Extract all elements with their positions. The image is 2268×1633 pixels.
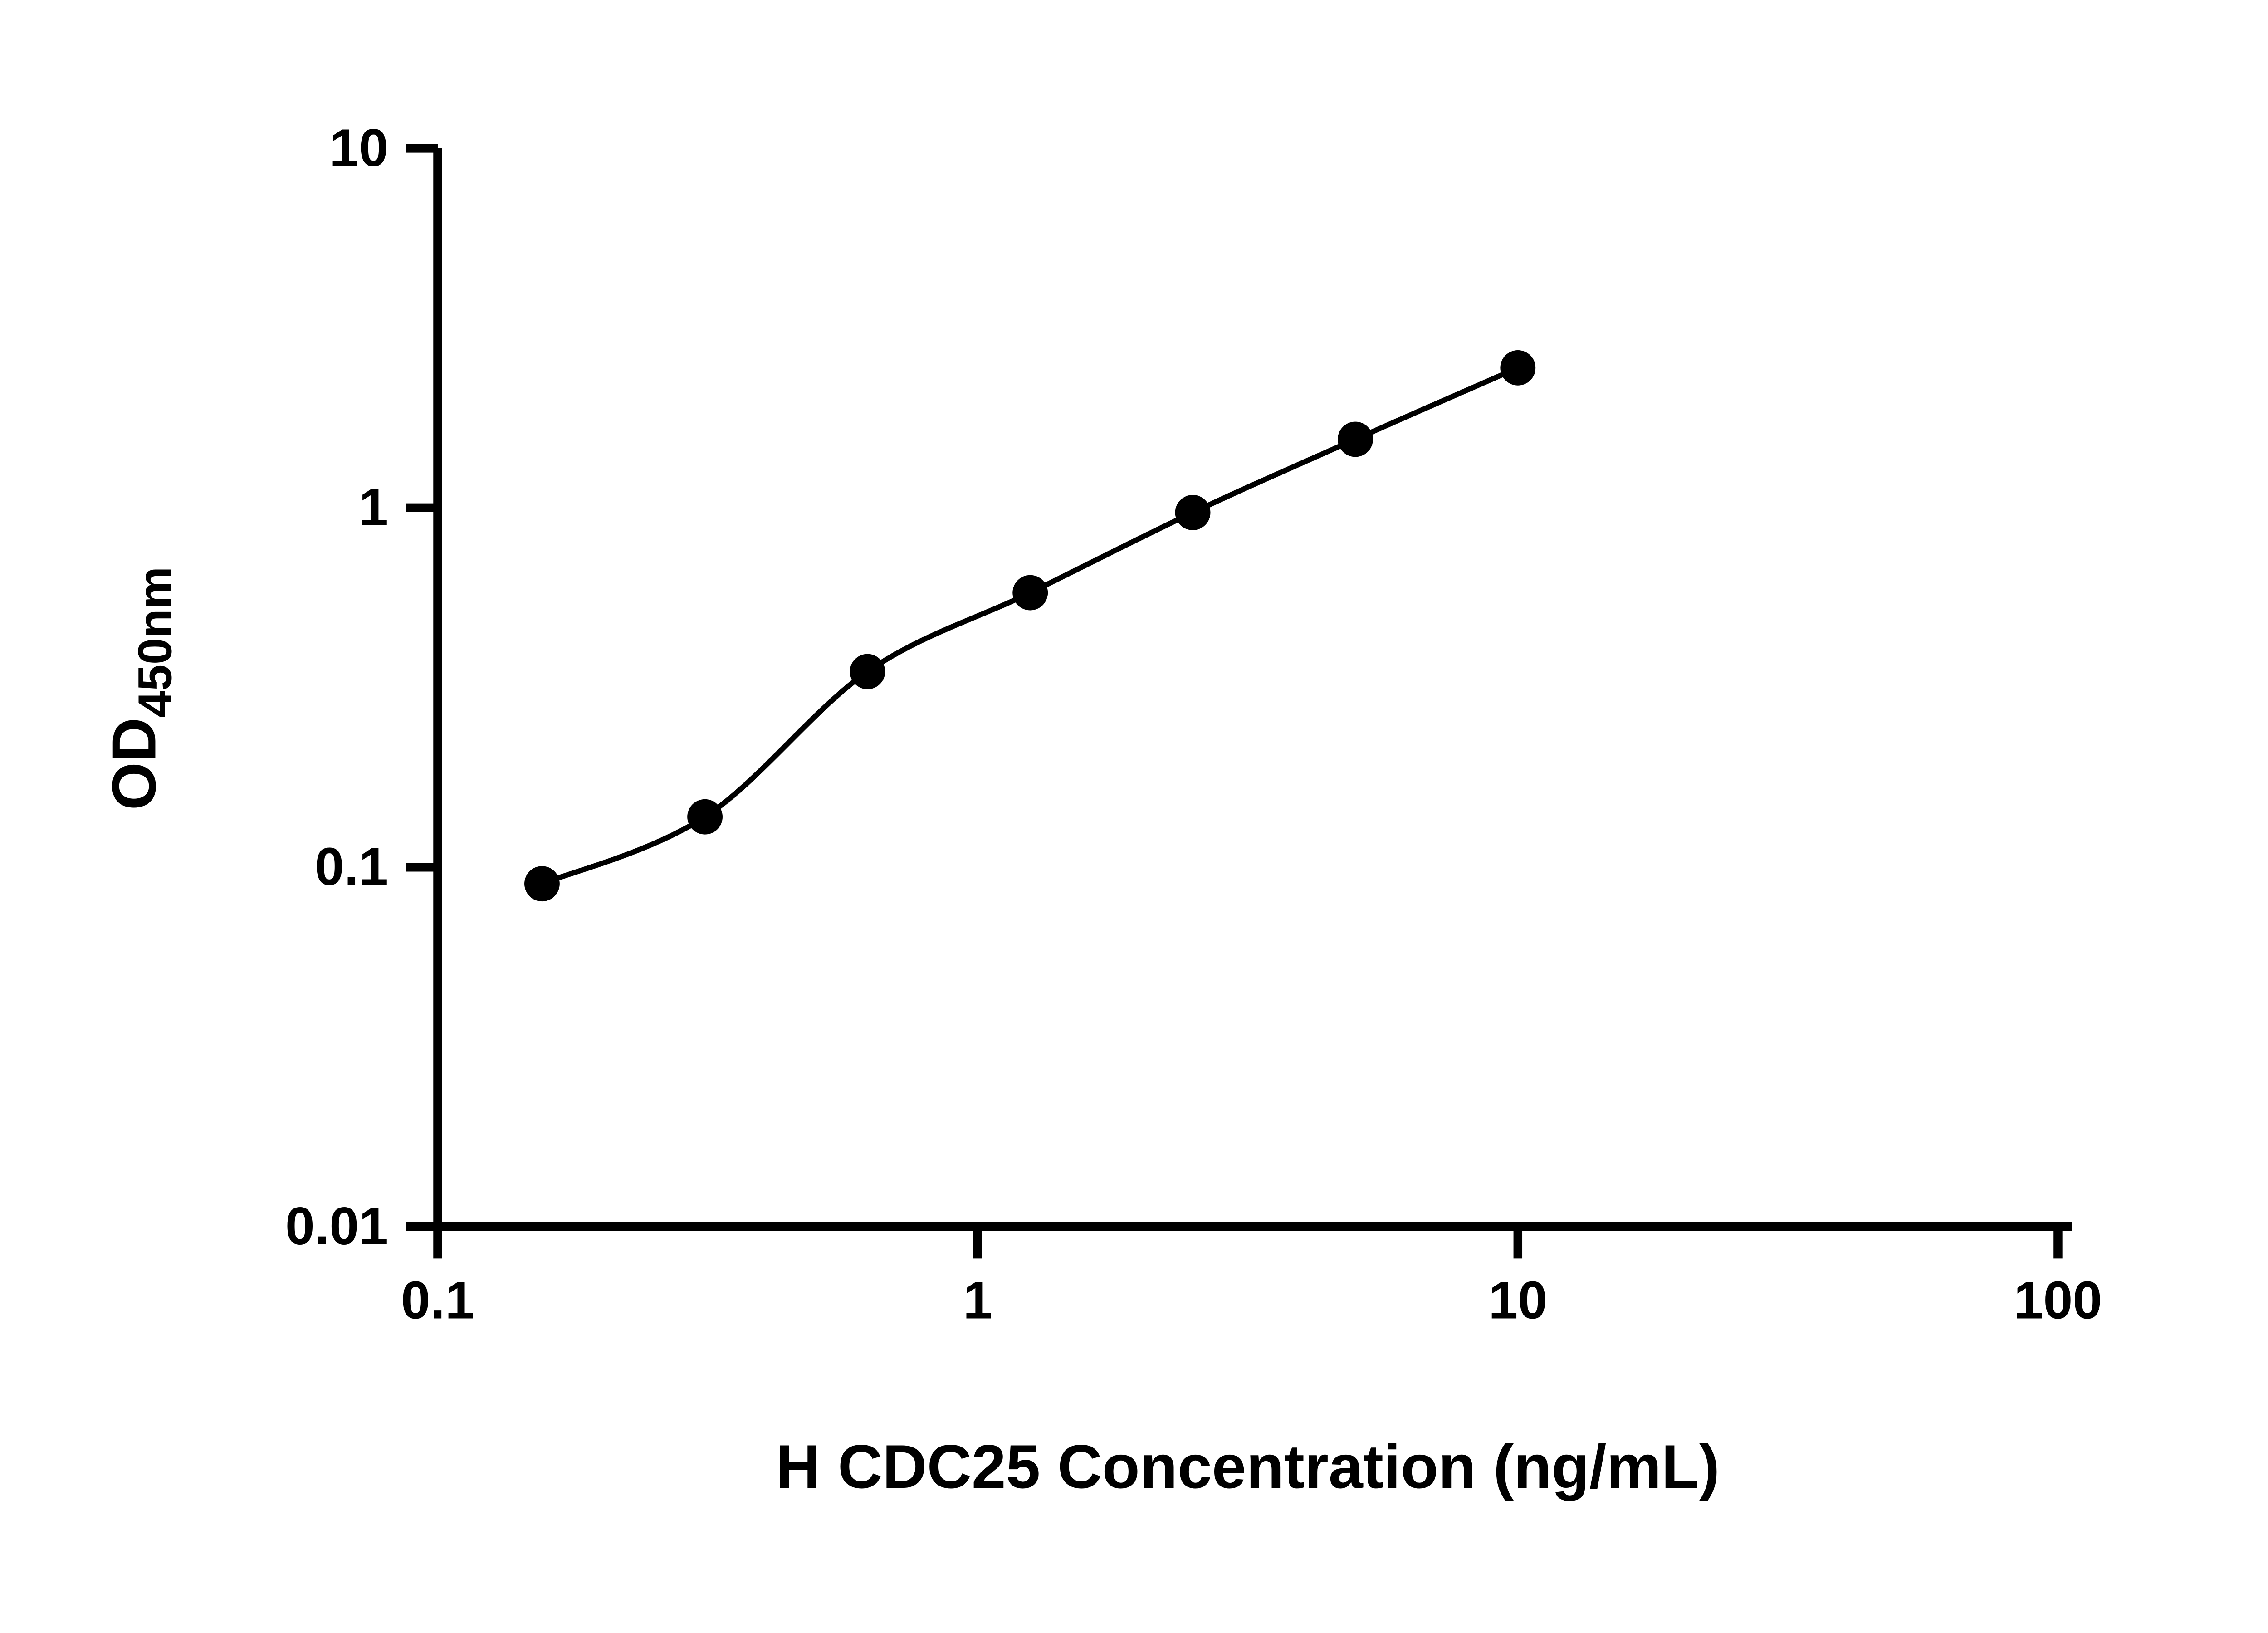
y-axis-label-subscript: 450nm — [128, 567, 181, 718]
data-point — [850, 654, 885, 689]
data-point — [1338, 421, 1373, 457]
data-series-layer — [524, 350, 1536, 902]
x-tick-label: 100 — [2014, 1271, 2102, 1330]
elisa-standard-curve-figure: 0.1 1 10 100 0.01 0.1 1 10 H CDC25 Concentratio… — [99, 117, 2102, 1501]
data-point — [1175, 495, 1211, 530]
data-point — [1012, 575, 1048, 611]
x-tick-label: 10 — [1488, 1271, 1547, 1330]
data-point — [687, 799, 723, 835]
x-tick-label: 1 — [963, 1271, 992, 1330]
svg-text:OD450nm: OD450nm — [99, 567, 181, 810]
y-tick-label: 0.01 — [285, 1196, 388, 1256]
y-tick-label: 0.1 — [315, 837, 388, 896]
y-tick-label: 1 — [359, 477, 388, 537]
y-axis-label-main: OD — [99, 718, 168, 810]
data-point — [524, 866, 560, 902]
x-axis-label: H CDC25 Concentration (ng/mL) — [776, 1432, 1720, 1501]
y-axis-label: OD450nm — [99, 567, 181, 810]
x-tick-label: 0.1 — [401, 1271, 474, 1330]
y-tick-label: 10 — [329, 118, 388, 177]
data-point — [1500, 350, 1536, 386]
